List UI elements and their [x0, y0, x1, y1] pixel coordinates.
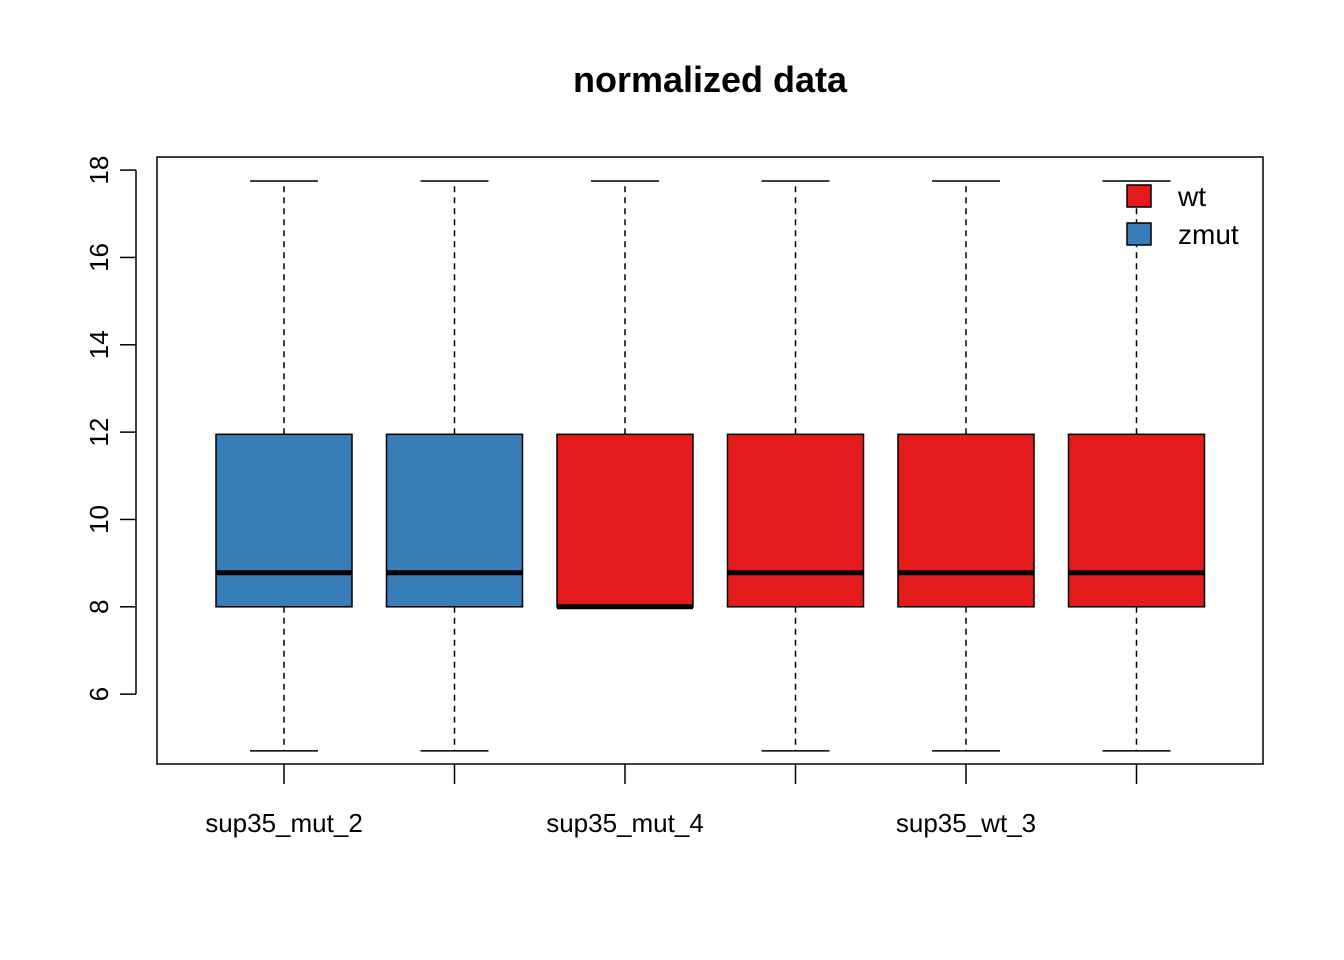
x-tick-label: sup35_mut_2 — [205, 808, 363, 838]
box-body — [556, 433, 694, 608]
x-tick-label: sup35_mut_4 — [546, 808, 704, 838]
legend: wt zmut — [1126, 181, 1239, 250]
y-tick-label: 6 — [84, 687, 114, 701]
boxes — [215, 180, 1206, 752]
x-axis: sup35_mut_2 sup35_mut_4 sup35_wt_3 — [205, 764, 1138, 838]
legend-swatch-zmut — [1126, 222, 1152, 246]
y-tick-label: 16 — [84, 243, 114, 272]
plot-frame — [156, 156, 1264, 765]
y-tick-label: 14 — [84, 330, 114, 359]
legend-label-wt: wt — [1177, 181, 1206, 212]
legend-swatch-wt — [1126, 184, 1152, 208]
box-3 — [556, 180, 694, 610]
box-6 — [1067, 180, 1206, 752]
legend-label-zmut: zmut — [1178, 219, 1239, 250]
y-tick-label: 8 — [84, 600, 114, 614]
chart-title: normalized data — [573, 59, 848, 100]
box-body — [215, 433, 353, 608]
box-body — [726, 433, 865, 608]
y-axis: 6 8 10 12 14 16 18 — [84, 156, 137, 701]
y-tick-label: 18 — [84, 156, 114, 185]
box-2 — [385, 180, 524, 752]
box-body — [385, 433, 524, 608]
x-tick-label: sup35_wt_3 — [896, 808, 1036, 838]
box-body — [1067, 433, 1206, 608]
box-body — [897, 433, 1035, 608]
box-5 — [897, 180, 1035, 752]
box-1 — [215, 180, 353, 752]
box-4 — [726, 180, 865, 752]
y-tick-label: 12 — [84, 418, 114, 447]
y-tick-label: 10 — [84, 505, 114, 534]
